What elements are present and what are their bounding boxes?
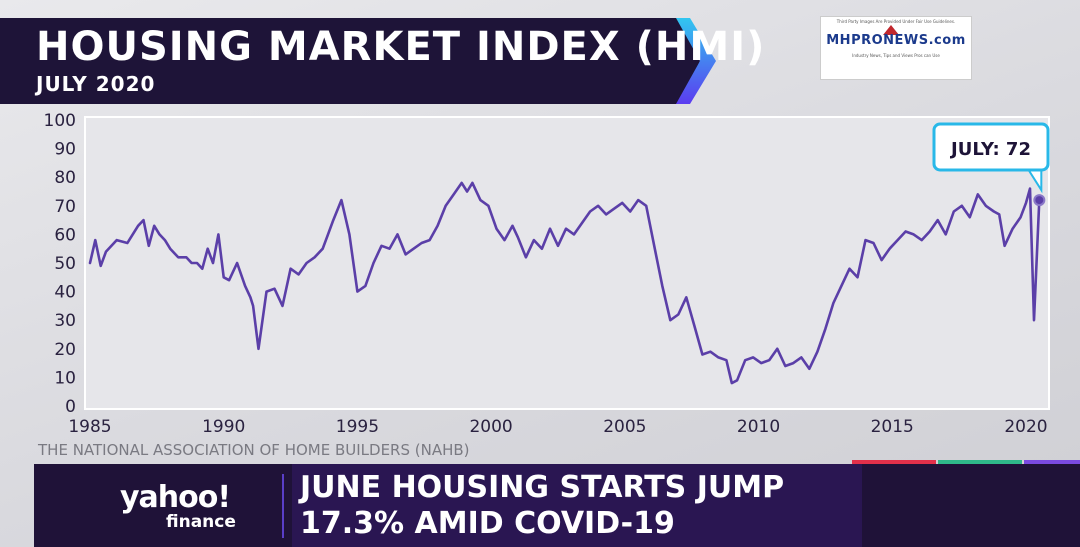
hmi-line-chart: 0 10 20 30 40 50 60 70 80 90 100 1985 1990 1995 2000 20… [44, 111, 1050, 437]
accent-stripe-red [852, 460, 936, 464]
accent-stripe-green [938, 460, 1022, 464]
watermark-logo-text: MHPRONEWS.com [826, 33, 966, 48]
headline-line-1: JUNE HOUSING STARTS JUMP [300, 470, 785, 505]
annotation-label: JULY: 72 [949, 139, 1031, 160]
title-banner [0, 18, 700, 104]
yahoo-finance-label: finance [166, 512, 236, 532]
watermark-tagline: Industry News, Tips and Views Pros can U… [852, 53, 940, 58]
headline-line-2: 17.3% AMID COVID-19 [300, 506, 675, 541]
y-tick-label: 30 [54, 311, 76, 331]
chart-title: HOUSING MARKET INDEX (HMI) [36, 24, 766, 70]
y-tick-label: 10 [54, 368, 76, 388]
accent-stripe-purple [1024, 460, 1080, 464]
x-tick-label: 2010 [737, 417, 780, 437]
y-tick-label: 70 [54, 197, 76, 217]
mhpronews-watermark: Third Party Images Are Provided Under Fa… [820, 16, 972, 80]
headline-box [292, 464, 862, 547]
house-roof-icon [883, 25, 899, 35]
y-tick-label: 40 [54, 283, 76, 303]
source-credit: THE NATIONAL ASSOCIATION OF HOME BUILDER… [38, 441, 470, 459]
watermark-fine-print: Third Party Images Are Provided Under Fa… [836, 19, 956, 24]
headline: JUNE HOUSING STARTS JUMP 17.3% AMID COVI… [300, 470, 860, 542]
x-tick-label: 2020 [1004, 417, 1047, 437]
y-tick-label: 100 [44, 111, 76, 131]
x-tick-label: 2015 [871, 417, 914, 437]
yahoo-logo: yahoo! [120, 480, 231, 515]
y-tick-label: 50 [54, 254, 76, 274]
lower-third-divider [282, 474, 284, 538]
annotation-marker [1033, 194, 1046, 207]
y-tick-label: 60 [54, 225, 76, 245]
annotation-callout-box [932, 122, 1050, 172]
y-tick-label: 0 [65, 397, 76, 417]
x-tick-label: 2000 [469, 417, 512, 437]
plot-panel [84, 116, 1050, 410]
x-tick-label: 2005 [603, 417, 646, 437]
x-tick-label: 1990 [202, 417, 245, 437]
chart-subtitle: JULY 2020 [36, 72, 156, 96]
x-tick-label: 1995 [336, 417, 379, 437]
y-tick-label: 90 [54, 140, 76, 160]
x-tick-label: 1985 [68, 417, 111, 437]
y-tick-label: 20 [54, 340, 76, 360]
y-tick-label: 80 [54, 168, 76, 188]
hmi-series-line [88, 181, 1041, 385]
